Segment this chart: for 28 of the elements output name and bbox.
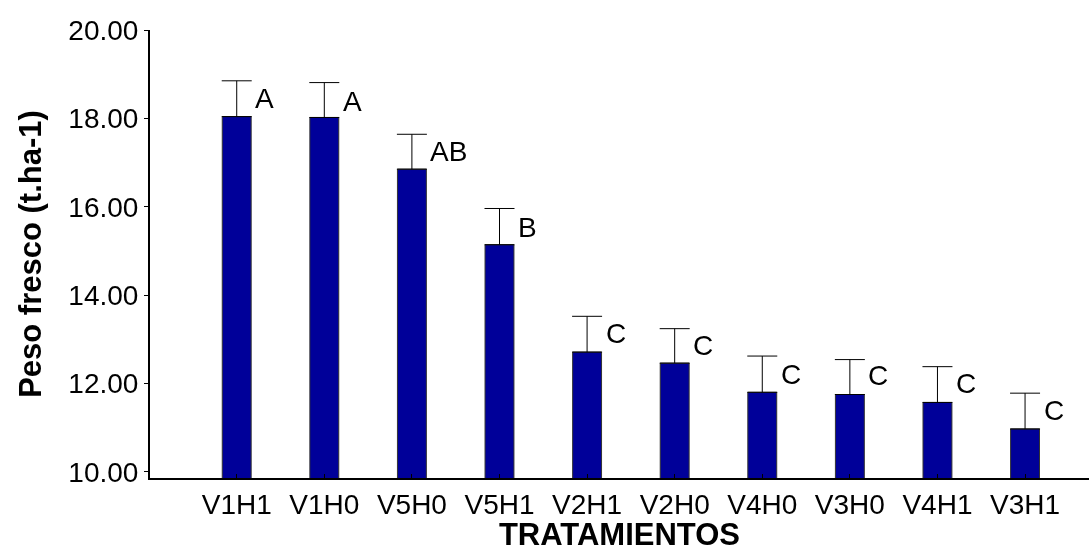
x-axis-title: TRATAMIENTOS <box>498 517 741 552</box>
x-tick-label: V1H0 <box>289 488 360 520</box>
x-tick-label: V4H0 <box>727 488 798 520</box>
y-tick-label: 10.00 <box>68 456 139 488</box>
annotation: A <box>255 83 274 114</box>
y-axis-title: Peso fresco (t.ha-1) <box>13 110 49 398</box>
y-tick-label: 12.00 <box>68 368 139 400</box>
annotation: AB <box>430 136 468 167</box>
x-tick-label: V2H1 <box>552 488 623 520</box>
y-tick-label: 14.00 <box>68 279 139 311</box>
annotation: B <box>518 212 537 243</box>
x-tick-label: V2H0 <box>639 488 710 520</box>
annotation: C <box>693 330 714 361</box>
annotation: C <box>781 359 802 390</box>
y-tick-label: 20.00 <box>68 14 139 46</box>
x-tick-label: V3H0 <box>814 488 885 520</box>
y-tick-label: 18.00 <box>68 103 139 135</box>
annotation: C <box>1044 395 1065 426</box>
x-tick-label: V5H1 <box>464 488 535 520</box>
x-tick-label: V5H0 <box>376 488 447 520</box>
x-tick-label: V4H1 <box>902 488 973 520</box>
annotation: C <box>868 360 889 391</box>
x-tick-label: V1H1 <box>201 488 272 520</box>
annotation: C <box>956 368 977 399</box>
y-tick-label: 16.00 <box>68 191 139 223</box>
annotation: C <box>606 318 627 349</box>
x-tick-label: V3H1 <box>990 488 1061 520</box>
annotation: A <box>343 86 362 117</box>
